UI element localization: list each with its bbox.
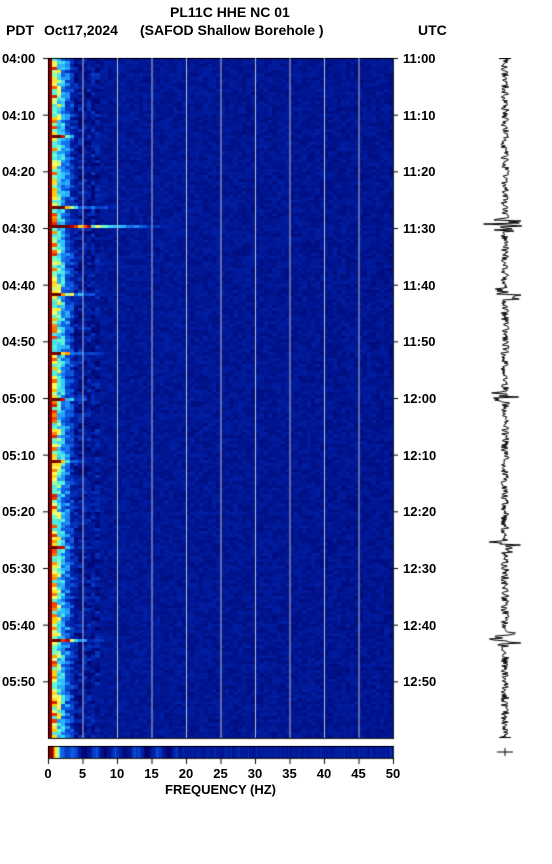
ytick-left: 05:40: [2, 618, 35, 633]
xtick: 0: [44, 766, 51, 781]
xtick: 35: [282, 766, 296, 781]
ytick-right: 11:40: [403, 278, 436, 293]
ytick-left: 04:50: [2, 334, 35, 349]
ytick-right: 11:50: [403, 334, 436, 349]
xtick: 50: [386, 766, 400, 781]
axes-overlay: [0, 0, 552, 864]
ytick-right: 12:40: [403, 618, 436, 633]
xtick: 10: [110, 766, 124, 781]
ytick-left: 05:10: [2, 448, 35, 463]
ytick-right: 12:50: [403, 674, 436, 689]
ytick-left: 05:50: [2, 674, 35, 689]
xtick: 5: [79, 766, 86, 781]
ytick-left: 05:30: [2, 561, 35, 576]
xtick: 45: [351, 766, 365, 781]
ytick-left: 04:10: [2, 108, 35, 123]
xtick: 25: [213, 766, 227, 781]
ytick-left: 04:00: [2, 51, 35, 66]
ytick-right: 12:00: [403, 391, 436, 406]
ytick-right: 12:10: [403, 448, 436, 463]
ytick-right: 11:30: [403, 221, 436, 236]
ytick-right: 12:30: [403, 561, 436, 576]
ytick-right: 12:20: [403, 504, 436, 519]
ytick-right: 11:20: [403, 164, 436, 179]
xtick: 15: [144, 766, 158, 781]
xtick: 30: [248, 766, 262, 781]
ytick-left: 04:40: [2, 278, 35, 293]
ytick-left: 05:20: [2, 504, 35, 519]
xtick: 40: [317, 766, 331, 781]
xtick: 20: [179, 766, 193, 781]
ytick-right: 11:00: [403, 51, 436, 66]
x-axis-label: FREQUENCY (HZ): [165, 782, 276, 797]
ytick-left: 05:00: [2, 391, 35, 406]
ytick-left: 04:30: [2, 221, 35, 236]
ytick-left: 04:20: [2, 164, 35, 179]
ytick-right: 11:10: [403, 108, 436, 123]
waveform-trace: [480, 58, 530, 762]
